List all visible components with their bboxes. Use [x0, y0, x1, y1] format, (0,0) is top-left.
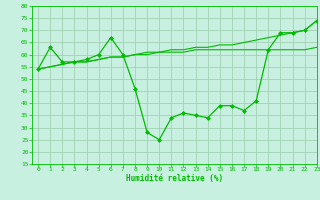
- X-axis label: Humidité relative (%): Humidité relative (%): [126, 174, 223, 183]
